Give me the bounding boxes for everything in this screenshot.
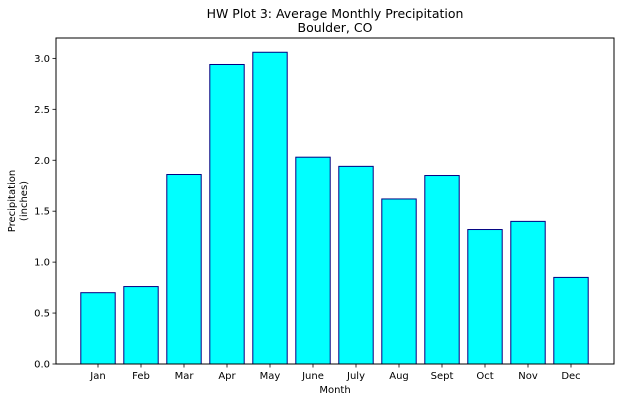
x-tick-label: Nov [518, 371, 538, 382]
bar-aug [381, 198, 417, 365]
y-tick-label: 3.0 [34, 54, 50, 65]
x-tick-label: Aug [389, 371, 409, 382]
x-tick-label: Sept [431, 371, 454, 382]
y-axis-label-line2: (inches) [19, 181, 30, 221]
x-tick-label: Jan [89, 371, 105, 382]
x-tick-label: Oct [476, 371, 493, 382]
bar-july [338, 165, 374, 365]
chart-subtitle: Boulder, CO [298, 20, 373, 35]
chart-title: HW Plot 3: Average Monthly Precipitation [207, 6, 464, 21]
bar-oct [467, 229, 503, 365]
y-tick-label: 1.5 [34, 207, 50, 218]
bar-apr [209, 63, 245, 365]
x-tick-label: Apr [218, 371, 236, 382]
bars-group [80, 51, 589, 365]
y-tick-label: 1.0 [34, 258, 50, 269]
bar-june [295, 156, 331, 365]
x-tick-label: May [260, 371, 281, 382]
y-tick-label: 0.5 [34, 309, 50, 320]
bar-sept [424, 175, 460, 365]
x-tick-label: Mar [175, 371, 195, 382]
bar-nov [510, 220, 546, 365]
y-axis-label-line1: Precipitation [7, 170, 18, 233]
x-axis: Jan Feb Mar Apr May June July Aug Sept Oct Nov Dec [89, 364, 581, 382]
bar-jan [80, 292, 116, 365]
y-axis: 0.0 0.5 1.0 1.5 2.0 2.5 3.0 [34, 54, 56, 371]
y-tick-label: 0.0 [34, 360, 50, 371]
bar-feb [123, 286, 159, 365]
x-axis-label: Month [319, 385, 350, 396]
y-tick-label: 2.0 [34, 156, 50, 167]
y-tick-label: 2.5 [34, 105, 50, 116]
x-tick-label: Feb [132, 371, 150, 382]
plot-area-frame [55, 37, 615, 365]
x-tick-label: July [346, 371, 365, 382]
bar-mar [166, 174, 202, 365]
x-tick-label: Dec [561, 371, 580, 382]
bar-may [252, 51, 288, 365]
bar-dec [553, 276, 589, 365]
x-tick-label: June [301, 371, 324, 382]
